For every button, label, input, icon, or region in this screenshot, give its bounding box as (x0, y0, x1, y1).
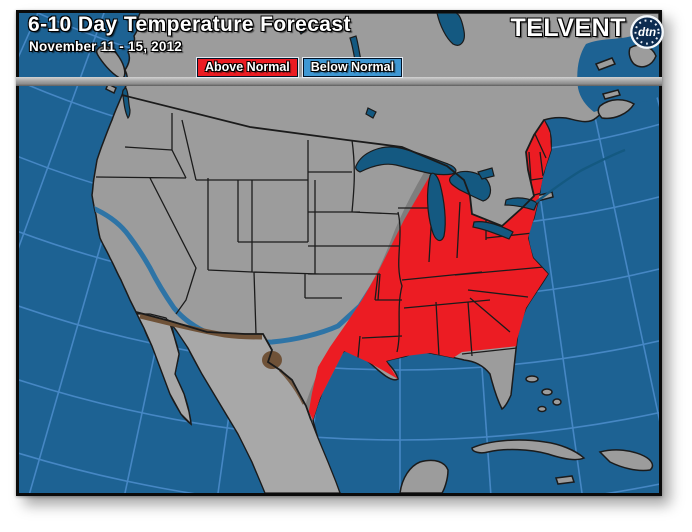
james-bay (436, 13, 465, 46)
dtn-badge-icon: dtn (630, 15, 664, 49)
nova-scotia (597, 99, 636, 120)
legend-above-normal: Above Normal (197, 58, 298, 77)
page-title: 6-10 Day Temperature Forecast (28, 13, 351, 36)
great-lakes (122, 87, 538, 242)
us-canada-border (121, 94, 545, 228)
region-below-normal (92, 95, 441, 345)
yucatan (399, 459, 449, 493)
legend: Above Normal Below Normal (197, 58, 403, 77)
header-divider-bar (16, 77, 662, 86)
lake-erie (472, 221, 514, 240)
brand-logo: TELVENT (510, 14, 626, 42)
st-lawrence-river (535, 148, 626, 203)
date-range: November 11 - 15, 2012 (29, 39, 182, 54)
jamaica (554, 475, 576, 485)
lake-superior (355, 146, 457, 176)
forecast-map (19, 13, 659, 493)
forecast-map-frame: 6-10 Day Temperature Forecast November 1… (16, 10, 664, 496)
lake-michigan (426, 172, 446, 242)
hispaniola (598, 449, 654, 472)
us-mexico-border (135, 311, 312, 421)
dtn-badge-label: dtn (638, 27, 656, 39)
lake-huron (449, 170, 492, 202)
cuba (471, 439, 586, 461)
legend-below-normal: Below Normal (302, 58, 403, 77)
